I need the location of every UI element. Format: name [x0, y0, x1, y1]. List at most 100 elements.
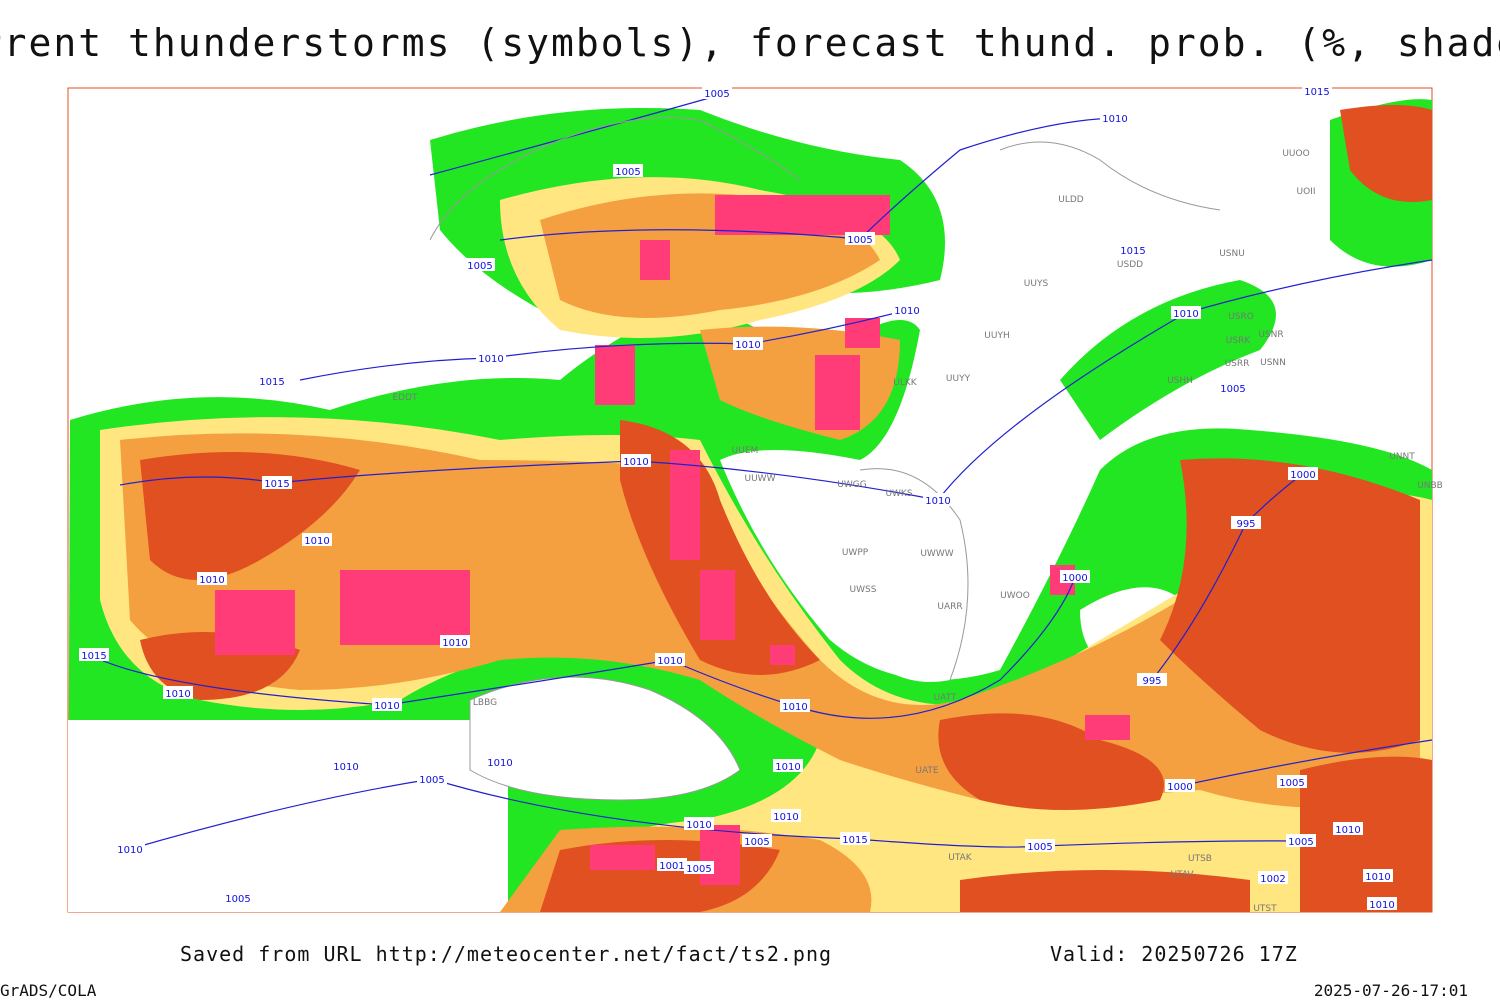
isobar-label: 1010	[1369, 900, 1394, 911]
isobar-label-bg	[262, 476, 292, 489]
isobar-label-bg	[1333, 822, 1363, 835]
isobar-label-bg	[773, 759, 803, 772]
isobar-label: 1010	[374, 701, 399, 712]
isobar-label-bg	[1100, 111, 1130, 124]
isobar-label-bg	[1137, 673, 1167, 686]
isobar-labels: 1005 1010 1015 1005 1005 1005 1015 1010 1010 1010…	[79, 84, 1397, 911]
isobar-label: 1010	[165, 689, 190, 700]
isobar-label-bg	[840, 832, 870, 845]
isobar-label: 995	[1142, 676, 1161, 687]
station-label: UUYY	[946, 374, 971, 384]
station-label: USRR	[1225, 359, 1250, 369]
isobar-label: 1000	[1167, 782, 1192, 793]
timestamp: 2025-07-26-17:01	[1314, 981, 1468, 1000]
station-label: USNN	[1260, 358, 1286, 368]
station-label: USNU	[1219, 249, 1245, 259]
isobar-label-bg	[417, 772, 447, 785]
source-url: Saved from URL http://meteocenter.net/fa…	[180, 942, 832, 966]
isobar-label: 1000	[1062, 573, 1087, 584]
station-label: UWPP	[842, 548, 869, 558]
valid-time: Valid: 20250726 17Z	[1050, 942, 1298, 966]
isobar-label: 1010	[657, 656, 682, 667]
isobar-label: 1010	[1102, 114, 1127, 125]
isobar-label: 1010	[773, 812, 798, 823]
station-label: UTST	[1253, 904, 1277, 914]
isobar-label: 1010	[1365, 872, 1390, 883]
station-label: UUYH	[984, 331, 1009, 341]
station-label: UWSS	[850, 585, 877, 595]
isobar-label-bg	[1231, 516, 1261, 529]
isobar-label: 1005	[419, 775, 444, 786]
isobar-label: 1010	[304, 536, 329, 547]
isobar-label-bg	[163, 686, 193, 699]
station-label: USDD	[1117, 260, 1143, 270]
isobar-label-bg	[1286, 834, 1316, 847]
isobar-label: 1005	[686, 864, 711, 875]
isobar-label-bg	[1258, 871, 1288, 884]
isobar-label-bg	[465, 258, 495, 271]
station-label: UWWW	[920, 549, 953, 559]
isobar-label-bg	[1363, 869, 1393, 882]
isobar-label-bg	[1060, 570, 1090, 583]
station-label: UNBB	[1417, 481, 1443, 491]
isobar-label: 1010	[782, 702, 807, 713]
isobar-label-bg	[1165, 779, 1195, 792]
station-label: UATT	[934, 693, 957, 703]
isobar-label-bg	[476, 351, 506, 364]
isobar-label-bg	[1288, 467, 1318, 480]
station-label: UUEM	[732, 446, 759, 456]
isobar-label: 1010	[775, 762, 800, 773]
isobar-label: 1015	[842, 835, 867, 846]
isobar-label-bg	[372, 698, 402, 711]
software-credit: GrADS/COLA	[0, 981, 97, 1000]
map-title: Current thunderstorms (symbols), forecas…	[0, 21, 1500, 65]
isobar-label-bg	[1302, 84, 1332, 97]
isobar-label-bg	[657, 858, 687, 871]
isobar-label: 1001	[659, 861, 684, 872]
isobar-label: 1005	[1279, 778, 1304, 789]
isobar-label-bg	[742, 834, 772, 847]
isobar-label: 1010	[1173, 309, 1198, 320]
isobar-label: 1002	[1260, 874, 1285, 885]
coastlines	[429, 117, 1221, 681]
station-label: UTSB	[1188, 854, 1212, 864]
isobar-label: 1005	[1027, 842, 1052, 853]
isobar-label: 1010	[442, 638, 467, 649]
isobar-label: 1005	[704, 89, 729, 100]
station-label: UNNT	[1389, 452, 1415, 462]
isobar-label: 1005	[615, 167, 640, 178]
isobar-label: 1015	[81, 651, 106, 662]
station-label: ULDD	[1058, 195, 1084, 205]
isobar-label-bg	[257, 374, 287, 387]
isobar-label-bg	[1118, 243, 1148, 256]
station-label: USHH	[1167, 376, 1193, 386]
isobar-label: 1010	[478, 354, 503, 365]
isobar-label: 1015	[259, 377, 284, 388]
isobar-label: 1010	[199, 575, 224, 586]
isobar-label-bg	[1277, 775, 1307, 788]
isobar-label-bg	[1367, 897, 1397, 910]
isobar-label: 1005	[847, 235, 872, 246]
isobar-label-bg	[733, 337, 763, 350]
isobar-label: 1010	[925, 496, 950, 507]
isobar-label-bg	[115, 842, 145, 855]
isobar-label-bg	[1171, 306, 1201, 319]
isobar-label: 1010	[333, 762, 358, 773]
station-label: UUWW	[745, 474, 776, 484]
isobar-label: 1010	[623, 457, 648, 468]
station-label: LBBG	[473, 698, 497, 708]
isobar-label: 1015	[1304, 87, 1329, 98]
isobar-label-bg	[331, 759, 361, 772]
station-label: UUOO	[1282, 149, 1309, 159]
station-label: USRK	[1226, 336, 1252, 346]
station-label: UWGG	[837, 480, 866, 490]
isobar-label-bg	[684, 817, 714, 830]
isobar-label-bg	[892, 303, 922, 316]
isobar-label-bg	[485, 755, 515, 768]
isobar-label: 1010	[735, 340, 760, 351]
probability-shading	[68, 99, 1432, 912]
isobar-label-bg	[1025, 839, 1055, 852]
station-label: USRO	[1228, 312, 1254, 322]
